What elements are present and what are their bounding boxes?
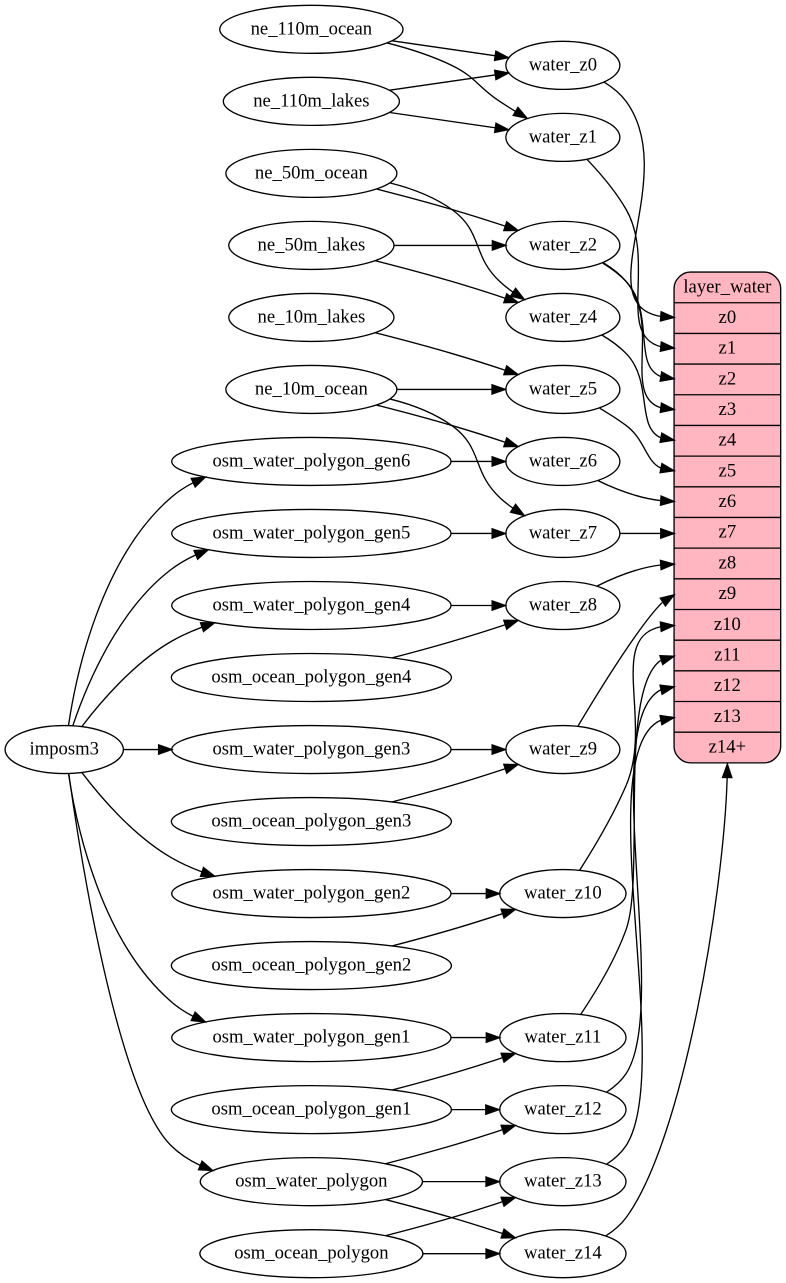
svg-text:water_z12: water_z12 xyxy=(524,1099,602,1120)
svg-text:osm_water_polygon_gen5: osm_water_polygon_gen5 xyxy=(212,522,410,543)
svg-text:water_z2: water_z2 xyxy=(529,234,597,255)
svg-text:z9: z9 xyxy=(719,583,737,604)
svg-text:osm_ocean_polygon_gen2: osm_ocean_polygon_gen2 xyxy=(211,955,411,976)
svg-text:water_z8: water_z8 xyxy=(529,594,597,615)
svg-text:z12: z12 xyxy=(714,675,741,696)
svg-text:ne_10m_lakes: ne_10m_lakes xyxy=(258,306,366,327)
svg-text:water_z5: water_z5 xyxy=(529,378,597,399)
svg-text:z8: z8 xyxy=(719,552,737,573)
svg-text:water_z6: water_z6 xyxy=(529,450,597,471)
svg-text:water_z9: water_z9 xyxy=(529,738,597,759)
svg-text:water_z1: water_z1 xyxy=(529,126,597,147)
svg-text:osm_water_polygon: osm_water_polygon xyxy=(235,1171,388,1192)
svg-text:layer_water: layer_water xyxy=(683,276,772,297)
svg-text:water_z11: water_z11 xyxy=(524,1027,601,1048)
svg-text:z4: z4 xyxy=(719,430,737,451)
svg-text:osm_ocean_polygon_gen1: osm_ocean_polygon_gen1 xyxy=(211,1099,411,1120)
svg-text:osm_water_polygon_gen4: osm_water_polygon_gen4 xyxy=(212,594,411,615)
svg-text:z5: z5 xyxy=(719,460,737,481)
svg-text:z6: z6 xyxy=(719,491,737,512)
svg-text:ne_110m_lakes: ne_110m_lakes xyxy=(253,90,369,111)
svg-text:water_z4: water_z4 xyxy=(529,306,598,327)
svg-text:osm_water_polygon_gen3: osm_water_polygon_gen3 xyxy=(212,738,410,759)
svg-text:ne_50m_ocean: ne_50m_ocean xyxy=(255,162,369,183)
svg-text:z11: z11 xyxy=(714,644,740,665)
svg-text:osm_ocean_polygon_gen3: osm_ocean_polygon_gen3 xyxy=(211,810,411,831)
svg-text:osm_ocean_polygon: osm_ocean_polygon xyxy=(234,1243,389,1264)
svg-text:z3: z3 xyxy=(719,399,737,420)
svg-text:z10: z10 xyxy=(714,614,741,635)
svg-text:imposm3: imposm3 xyxy=(30,738,99,759)
svg-text:water_z0: water_z0 xyxy=(529,54,597,75)
svg-text:water_z13: water_z13 xyxy=(524,1171,602,1192)
svg-text:z1: z1 xyxy=(719,338,737,359)
svg-text:z0: z0 xyxy=(719,307,737,328)
svg-text:z7: z7 xyxy=(719,522,737,543)
svg-text:z2: z2 xyxy=(719,368,737,389)
svg-text:ne_110m_ocean: ne_110m_ocean xyxy=(251,18,373,39)
svg-text:osm_ocean_polygon_gen4: osm_ocean_polygon_gen4 xyxy=(211,666,412,687)
svg-text:ne_50m_lakes: ne_50m_lakes xyxy=(258,234,366,255)
svg-text:water_z10: water_z10 xyxy=(524,882,602,903)
svg-text:z13: z13 xyxy=(714,706,741,727)
svg-text:osm_water_polygon_gen2: osm_water_polygon_gen2 xyxy=(212,882,410,903)
svg-text:osm_water_polygon_gen1: osm_water_polygon_gen1 xyxy=(212,1027,410,1048)
svg-text:osm_water_polygon_gen6: osm_water_polygon_gen6 xyxy=(212,450,410,471)
svg-text:z14+: z14+ xyxy=(709,736,746,757)
svg-text:water_z14: water_z14 xyxy=(524,1243,602,1264)
svg-text:ne_10m_ocean: ne_10m_ocean xyxy=(255,378,369,399)
svg-text:water_z7: water_z7 xyxy=(529,522,597,543)
